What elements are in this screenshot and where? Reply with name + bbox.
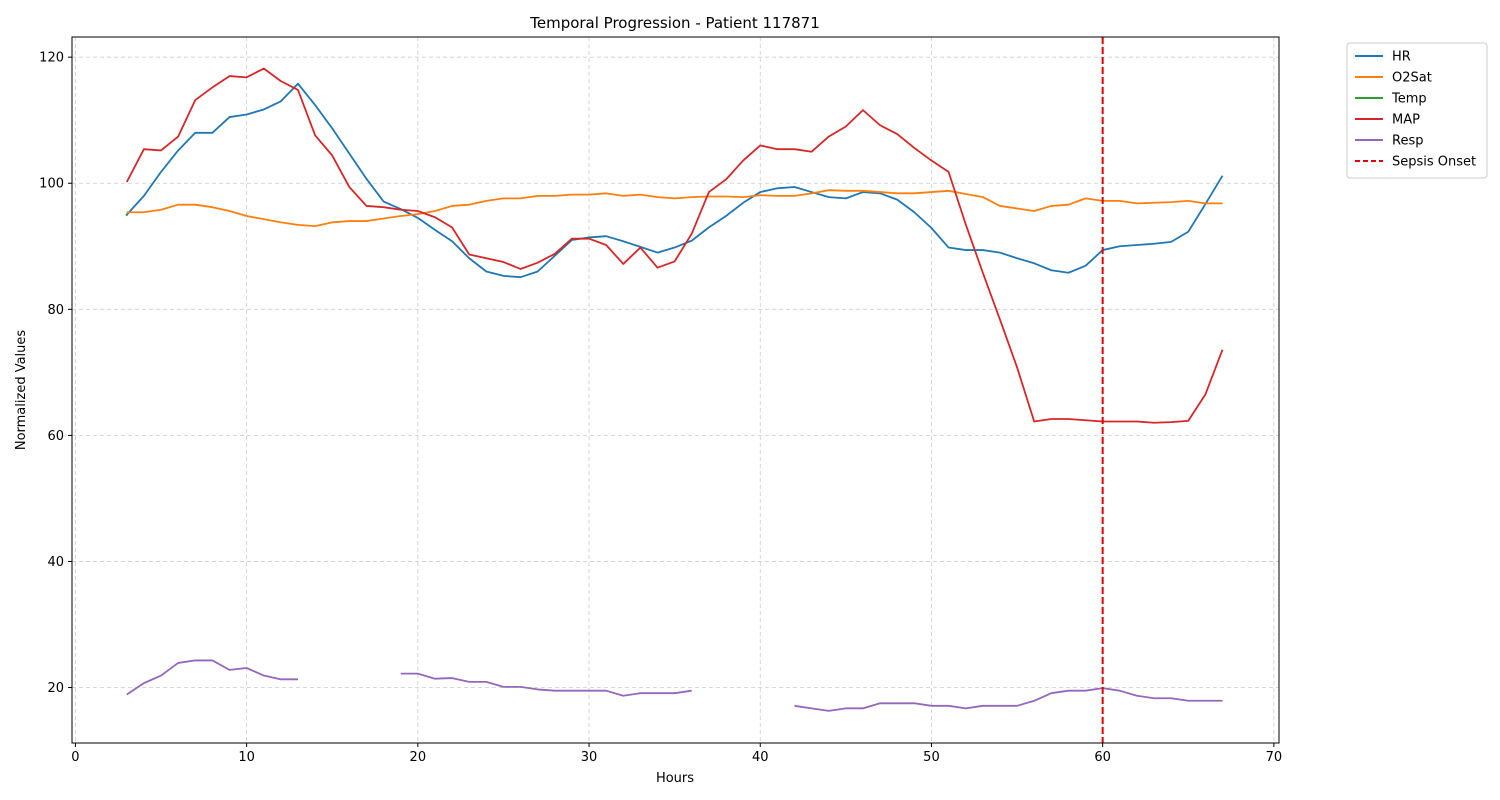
y-tick-label: 40 — [47, 555, 64, 570]
series-line-hr — [126, 82, 1224, 279]
y-tick-label: 100 — [39, 177, 64, 192]
legend-label-sepsis-onset: Sepsis Onset — [1392, 155, 1476, 170]
x-tick-label: 60 — [1094, 750, 1111, 765]
x-tick-label: 10 — [238, 750, 255, 765]
x-tick-label: 50 — [923, 750, 940, 765]
x-axis-title: Hours — [656, 771, 694, 786]
series-line-map — [125, 67, 1224, 424]
series-line-resp — [126, 659, 1223, 712]
legend-label-hr: HR — [1392, 50, 1411, 65]
x-tick-label: 70 — [1266, 750, 1283, 765]
x-tick-label: 30 — [581, 750, 598, 765]
series-line-o2sat — [126, 189, 1223, 228]
y-axis-title: Normalized Values — [14, 330, 29, 451]
legend-label-map: MAP — [1392, 113, 1420, 128]
x-tick-label: 40 — [752, 750, 769, 765]
x-tick-label: 0 — [71, 750, 79, 765]
plot-series — [125, 67, 1224, 712]
y-axis: 20 40 60 80 100 120 — [39, 51, 72, 696]
x-axis: 0 10 20 30 40 50 60 70 — [71, 743, 1282, 765]
y-tick-label: 120 — [39, 51, 64, 66]
legend-label-temp: Temp — [1391, 92, 1427, 107]
x-tick-label: 20 — [410, 750, 427, 765]
series-point-temp — [125, 213, 128, 216]
legend-label-o2sat: O2Sat — [1392, 71, 1432, 86]
plot-frame — [71, 36, 1280, 744]
chart-title: Temporal Progression - Patient 117871 — [529, 14, 820, 32]
y-tick-label: 80 — [47, 303, 64, 318]
legend: HR O2Sat Temp MAP Resp Sepsis Onset — [1346, 42, 1488, 179]
y-tick-label: 60 — [47, 429, 64, 444]
legend-label-resp: Resp — [1392, 134, 1423, 149]
grid-lines — [72, 37, 1279, 743]
y-tick-label: 20 — [47, 681, 64, 696]
